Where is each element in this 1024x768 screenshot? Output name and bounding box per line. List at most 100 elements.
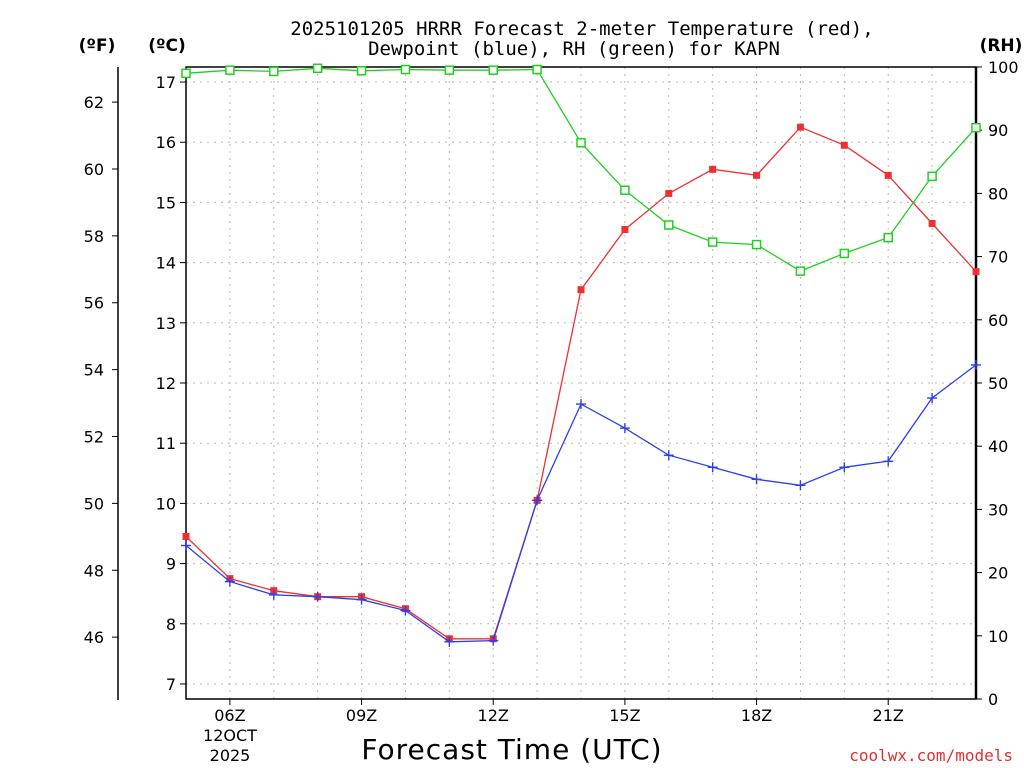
rh-point xyxy=(400,64,411,75)
temperature-point xyxy=(709,165,717,173)
temperature-point xyxy=(972,268,980,276)
x-axis-title: Forecast Time (UTC) xyxy=(361,733,662,766)
rh-point xyxy=(620,185,630,195)
rh-point xyxy=(356,66,367,76)
temperature-point xyxy=(884,171,892,179)
rh-series xyxy=(181,63,981,276)
celsius-tick-label: 11 xyxy=(156,434,176,453)
dewpoint-point xyxy=(883,456,894,467)
celsius-unit-label: (ºC) xyxy=(148,36,186,56)
celsius-tick-label: 7 xyxy=(166,675,176,694)
rh-point xyxy=(795,266,806,276)
fahrenheit-tick-label: 46 xyxy=(84,628,104,647)
x-tick-label: 06Z xyxy=(214,706,245,725)
rh-point xyxy=(181,68,191,79)
rh-point xyxy=(488,65,498,75)
rh-tick-label: 100 xyxy=(988,58,1019,77)
fahrenheit-tick-label: 48 xyxy=(84,561,104,580)
dewpoint-point xyxy=(444,636,455,647)
celsius-tick-label: 14 xyxy=(156,254,176,273)
celsius-tick-label: 8 xyxy=(166,615,176,634)
rh-point xyxy=(312,63,323,74)
dewpoint-point xyxy=(532,495,543,506)
temperature-point xyxy=(928,219,936,227)
date-label-line-2: 2025 xyxy=(210,746,251,765)
credit-text: coolwx.com/models xyxy=(849,746,1013,765)
celsius-tick-label: 15 xyxy=(156,193,176,212)
x-tick-label: 09Z xyxy=(346,706,377,725)
x-tick-label: 21Z xyxy=(873,706,904,725)
rh-tick-label: 10 xyxy=(988,627,1008,646)
celsius-tick-label: 12 xyxy=(156,374,176,393)
chart-title-line-2: Dewpoint (blue), RH (green) for KAPN xyxy=(368,38,780,60)
dewpoint-point xyxy=(224,576,235,587)
fahrenheit-tick-label: 62 xyxy=(84,93,104,112)
data-series xyxy=(181,63,981,647)
temperature-point xyxy=(621,226,629,234)
fahrenheit-tick-label: 58 xyxy=(84,227,104,246)
gridlines xyxy=(185,67,977,699)
fahrenheit-tick-label: 56 xyxy=(84,294,104,313)
rh-tick-label: 70 xyxy=(988,248,1008,267)
rh-tick-label: 60 xyxy=(988,311,1008,330)
dewpoint-point xyxy=(488,635,499,646)
rh-unit-label: (RH) xyxy=(980,36,1023,56)
rh-point xyxy=(576,138,586,148)
celsius-tick-label: 16 xyxy=(156,133,176,152)
fahrenheit-tick-label: 60 xyxy=(84,160,104,179)
dewpoint-point xyxy=(400,605,411,616)
fahrenheit-tick-label: 50 xyxy=(84,494,104,513)
dewpoint-point xyxy=(795,480,806,491)
rh-line xyxy=(185,67,977,272)
x-tick-label: 18Z xyxy=(741,706,772,725)
fahrenheit-tick-label: 52 xyxy=(84,428,104,447)
dewpoint-series xyxy=(181,359,981,647)
dewpoint-point xyxy=(619,423,630,434)
rh-tick-label: 20 xyxy=(988,564,1008,583)
dewpoint-point xyxy=(707,462,718,473)
fahrenheit-unit-label: (ºF) xyxy=(79,36,116,56)
x-tick-label: 15Z xyxy=(609,706,640,725)
fahrenheit-tick-label: 54 xyxy=(84,361,104,380)
dewpoint-point xyxy=(663,450,674,461)
dewpoint-point xyxy=(839,462,850,473)
rh-point xyxy=(971,122,981,133)
dewpoint-point xyxy=(576,399,586,410)
temperature-point xyxy=(665,189,673,197)
rh-point xyxy=(444,65,455,75)
tick-labels: 7 8 9 10 11 12 13 14 15 16 17 46 48 50 52 54 56 58 60 62 0 10… xyxy=(84,58,1019,725)
dewpoint-point xyxy=(971,359,981,370)
rh-tick-label: 80 xyxy=(988,184,1008,203)
rh-point xyxy=(664,220,674,230)
rh-point xyxy=(839,248,850,259)
date-label-line-1: 12OCT xyxy=(203,726,257,745)
rh-tick-label: 50 xyxy=(988,374,1008,393)
x-tick-label: 12Z xyxy=(478,706,509,725)
chart-title-line-1: 2025101205 HRRR Forecast 2-meter Tempera… xyxy=(290,18,873,40)
rh-point xyxy=(707,237,718,247)
rh-tick-label: 30 xyxy=(988,500,1008,519)
celsius-tick-label: 13 xyxy=(156,314,176,333)
rh-point xyxy=(927,171,937,182)
axes xyxy=(112,66,982,705)
celsius-tick-label: 10 xyxy=(156,494,176,513)
dewpoint-point xyxy=(927,393,938,404)
dewpoint-point xyxy=(751,474,762,485)
rh-point xyxy=(225,65,235,75)
temperature-point xyxy=(577,286,585,294)
dewpoint-point xyxy=(181,540,191,551)
rh-point xyxy=(532,64,542,75)
rh-tick-label: 40 xyxy=(988,437,1008,456)
rh-tick-label: 90 xyxy=(988,121,1008,140)
temperature-point xyxy=(840,141,848,149)
temperature-point xyxy=(753,171,761,179)
temperature-point xyxy=(182,532,190,540)
rh-point xyxy=(269,66,279,77)
dewpoint-point xyxy=(356,594,367,605)
dewpoint-point xyxy=(312,591,323,602)
rh-point xyxy=(751,239,762,250)
temperature-point xyxy=(796,123,804,131)
celsius-tick-label: 9 xyxy=(166,555,176,574)
celsius-tick-label: 17 xyxy=(156,73,176,92)
